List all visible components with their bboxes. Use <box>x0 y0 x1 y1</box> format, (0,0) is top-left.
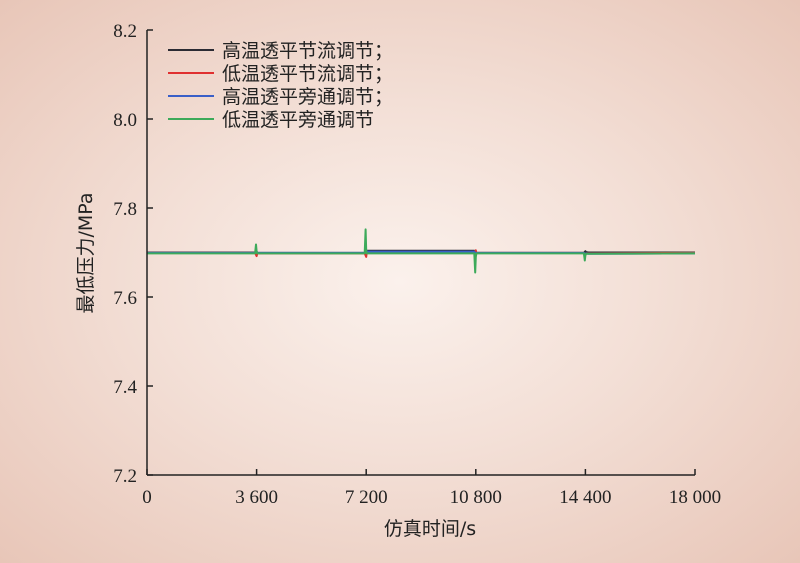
y-axis-title: 最低压力/MPa <box>75 192 97 313</box>
plot-marks <box>147 228 696 274</box>
x-tick-label: 3 600 <box>235 487 278 508</box>
y-tick-label: 7.8 <box>113 199 137 220</box>
legend: 高温透平节流调节；低温透平节流调节；高温透平旁通调节；低温透平旁通调节 <box>168 40 393 131</box>
legend-label-3: 高温透平旁通调节； <box>222 86 393 108</box>
y-tick-label: 7.2 <box>113 466 137 487</box>
y-tick-label: 8.0 <box>113 110 137 131</box>
legend-label-1: 高温透平节流调节； <box>222 40 393 62</box>
series-line-4 <box>147 228 696 274</box>
x-tick-label: 10 800 <box>450 487 502 508</box>
x-tick-label: 0 <box>142 487 152 508</box>
x-axis-title: 仿真时间/s <box>384 518 476 540</box>
axes: 0 3 600 7 200 10 800 14 400 18 000 7.2 7.4 7.6 7.… <box>113 21 721 508</box>
y-tick-label: 8.2 <box>113 21 137 42</box>
x-tick-label: 14 400 <box>559 487 611 508</box>
x-tick-label: 18 000 <box>669 487 721 508</box>
y-tick-label: 7.4 <box>113 377 137 398</box>
legend-label-4: 低温透平旁通调节 <box>222 109 374 131</box>
legend-label-2: 低温透平节流调节； <box>222 63 393 85</box>
y-tick-label: 7.6 <box>113 288 137 309</box>
x-tick-label: 7 200 <box>345 487 388 508</box>
